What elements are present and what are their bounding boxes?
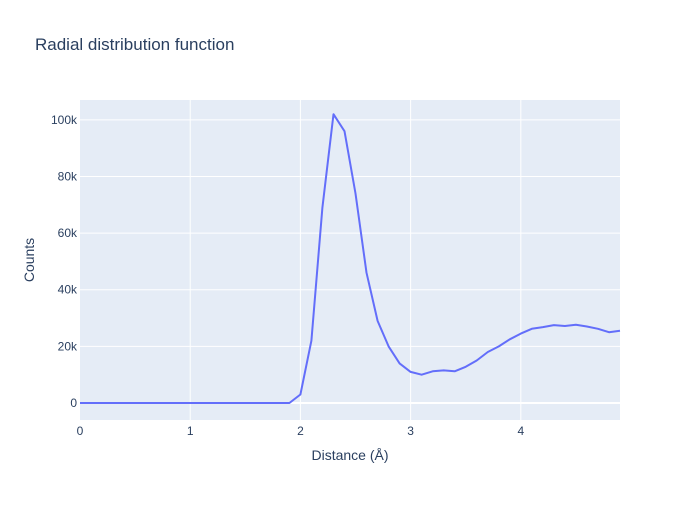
y-axis-title: Counts <box>21 238 37 282</box>
chart-title: Radial distribution function <box>35 35 234 54</box>
x-tick-label: 4 <box>517 424 524 438</box>
x-tick-label: 0 <box>77 424 84 438</box>
y-tick-label: 0 <box>70 396 77 410</box>
x-tick-label: 3 <box>407 424 414 438</box>
tick-layer: 0 1 2 3 4 0 20k 40k 60k 80k 100k <box>51 113 525 438</box>
y-tick-label: 20k <box>58 339 78 353</box>
y-tick-label: 100k <box>51 113 78 127</box>
x-tick-label: 1 <box>187 424 194 438</box>
x-tick-label: 2 <box>297 424 304 438</box>
x-axis-title: Distance (Å) <box>311 447 388 463</box>
plot-background <box>80 100 620 420</box>
y-tick-label: 80k <box>58 169 78 183</box>
y-tick-label: 60k <box>58 226 78 240</box>
series-line <box>80 113 621 404</box>
series-layer <box>80 113 621 404</box>
y-tick-label: 40k <box>58 283 78 297</box>
